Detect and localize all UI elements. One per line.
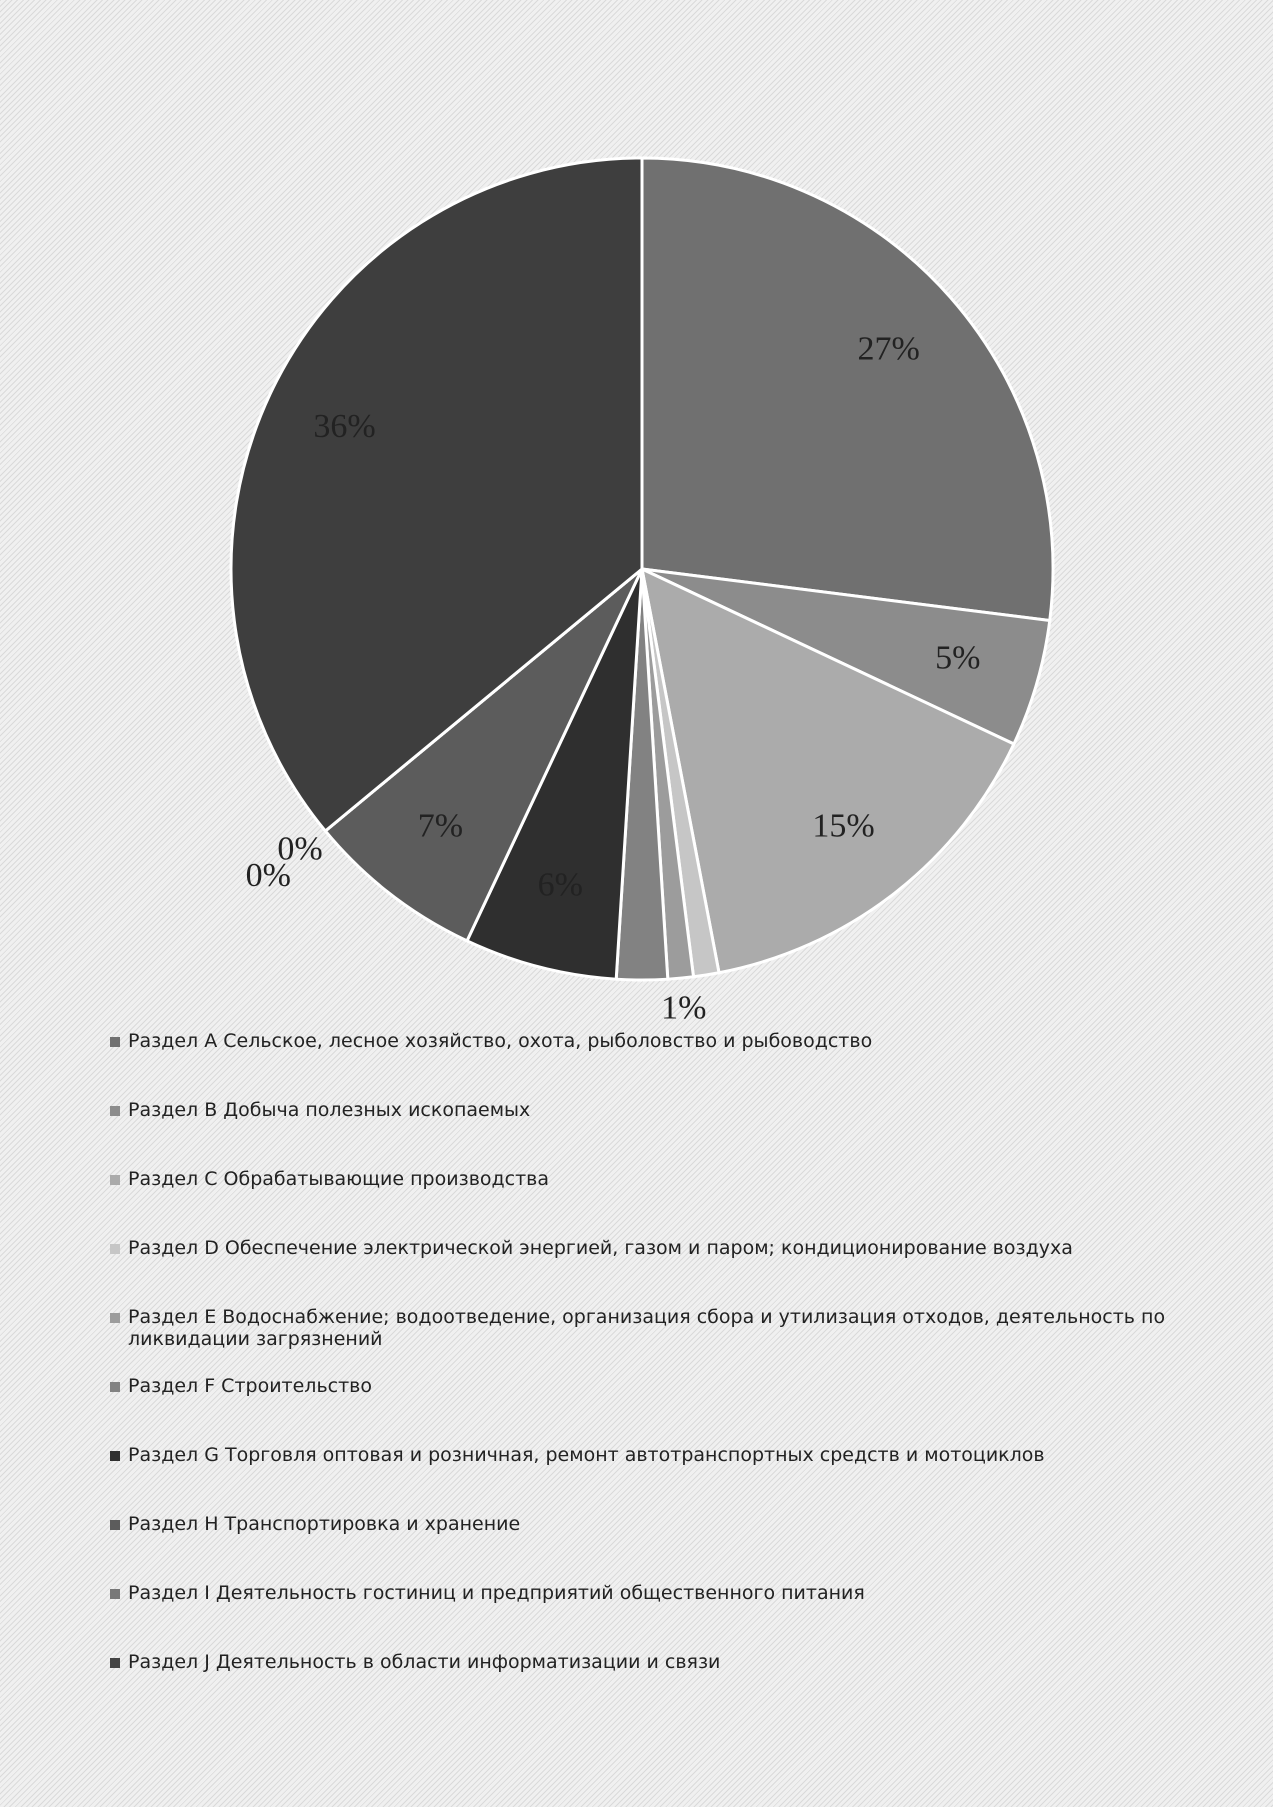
legend-item: Раздел E Водоснабжение; водоотведение, о… [110, 1306, 1200, 1375]
legend-item: Раздел G Торговля оптовая и розничная, р… [110, 1444, 1200, 1513]
pie-slice [639, 566, 1016, 975]
legend-label: Раздел H Транспортировка и хранение [128, 1513, 521, 1535]
legend-item: Раздел D Обеспечение электрической энерг… [110, 1237, 1200, 1306]
legend-item: Раздел I Деятельность гостиниц и предпри… [110, 1582, 1200, 1651]
pie-slice [640, 156, 1055, 623]
legend-label: Раздел F Строительство [128, 1375, 372, 1397]
legend-label: Раздел G Торговля оптовая и розничная, р… [128, 1444, 1045, 1466]
data-label: 0% [277, 831, 322, 868]
data-label: 7% [418, 808, 463, 845]
legend-marker [110, 1589, 120, 1599]
data-label: 1% [661, 990, 706, 1020]
data-label: 15% [812, 808, 874, 845]
legend-item: Раздел F Строительство [110, 1375, 1200, 1444]
legend-item: Раздел B Добыча полезных ископаемых [110, 1099, 1200, 1168]
legend-item: Раздел J Деятельность в области информат… [110, 1651, 1200, 1720]
legend-label: Раздел I Деятельность гостиниц и предпри… [128, 1582, 865, 1604]
legend-marker [110, 1382, 120, 1392]
legend-item: Раздел H Транспортировка и хранение [110, 1513, 1200, 1582]
legend-marker [110, 1037, 120, 1047]
legend: Раздел A Сельское, лесное хозяйство, охо… [110, 1030, 1200, 1720]
legend-label: Раздел E Водоснабжение; водоотведение, о… [128, 1306, 1166, 1350]
legend-marker [110, 1175, 120, 1185]
data-label: 0% [246, 857, 291, 894]
data-label: 5% [935, 640, 980, 677]
data-label: 6% [538, 866, 583, 903]
legend-marker [110, 1451, 120, 1461]
legend-label: Раздел C Обрабатывающие производства [128, 1168, 550, 1190]
legend-item: Раздел C Обрабатывающие производства [110, 1168, 1200, 1237]
legend-marker [110, 1658, 120, 1668]
legend-item: Раздел A Сельское, лесное хозяйство, охо… [110, 1030, 1200, 1099]
chart: 27%5%15%1%1%2%6%7%0%0%36% [229, 156, 1055, 1020]
pie-slice [465, 568, 644, 981]
legend-marker [110, 1106, 120, 1116]
pie-slice [229, 156, 644, 834]
legend-marker [110, 1244, 120, 1254]
data-label: 36% [313, 408, 375, 445]
legend-label: Раздел A Сельское, лесное хозяйство, охо… [128, 1030, 873, 1052]
legend-marker [110, 1520, 120, 1530]
legend-label: Раздел J Деятельность в области информат… [128, 1651, 721, 1673]
pie-slice [323, 567, 644, 943]
data-label: 27% [857, 330, 919, 367]
legend-label: Раздел B Добыча полезных ископаемых [128, 1099, 531, 1121]
legend-label: Раздел D Обеспечение электрической энерг… [128, 1237, 1073, 1259]
legend-marker [110, 1313, 120, 1323]
